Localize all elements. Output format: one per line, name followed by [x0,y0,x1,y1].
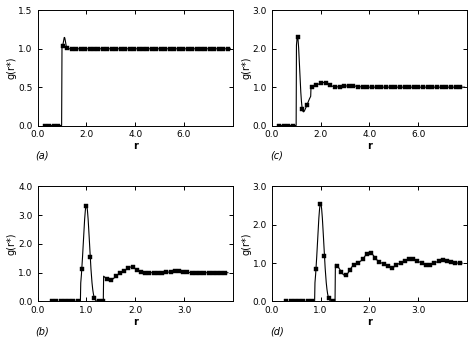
Y-axis label: g(r*): g(r*) [7,233,17,255]
Y-axis label: g(r*): g(r*) [7,57,17,79]
X-axis label: r: r [133,141,137,151]
Text: (c): (c) [270,151,283,161]
Y-axis label: g(r*): g(r*) [241,233,251,255]
Y-axis label: g(r*): g(r*) [241,57,251,79]
X-axis label: r: r [367,317,372,327]
X-axis label: r: r [133,317,137,327]
Text: (a): (a) [36,151,49,161]
Text: (b): (b) [36,327,49,337]
X-axis label: r: r [367,141,372,151]
Text: (d): (d) [270,327,283,337]
